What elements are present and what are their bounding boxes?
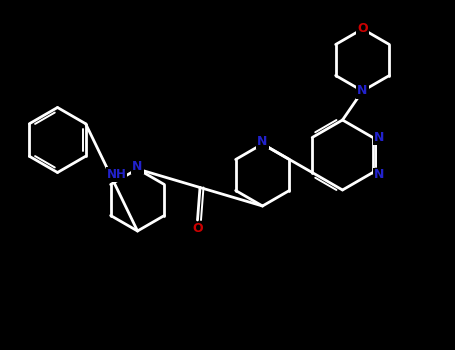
Text: N: N (357, 84, 368, 98)
Text: NH: NH (106, 168, 126, 181)
Text: O: O (357, 22, 368, 35)
Text: N: N (132, 160, 143, 173)
Text: N: N (374, 131, 384, 144)
Text: N: N (258, 135, 268, 148)
Text: N: N (374, 168, 384, 182)
Text: O: O (192, 223, 203, 236)
